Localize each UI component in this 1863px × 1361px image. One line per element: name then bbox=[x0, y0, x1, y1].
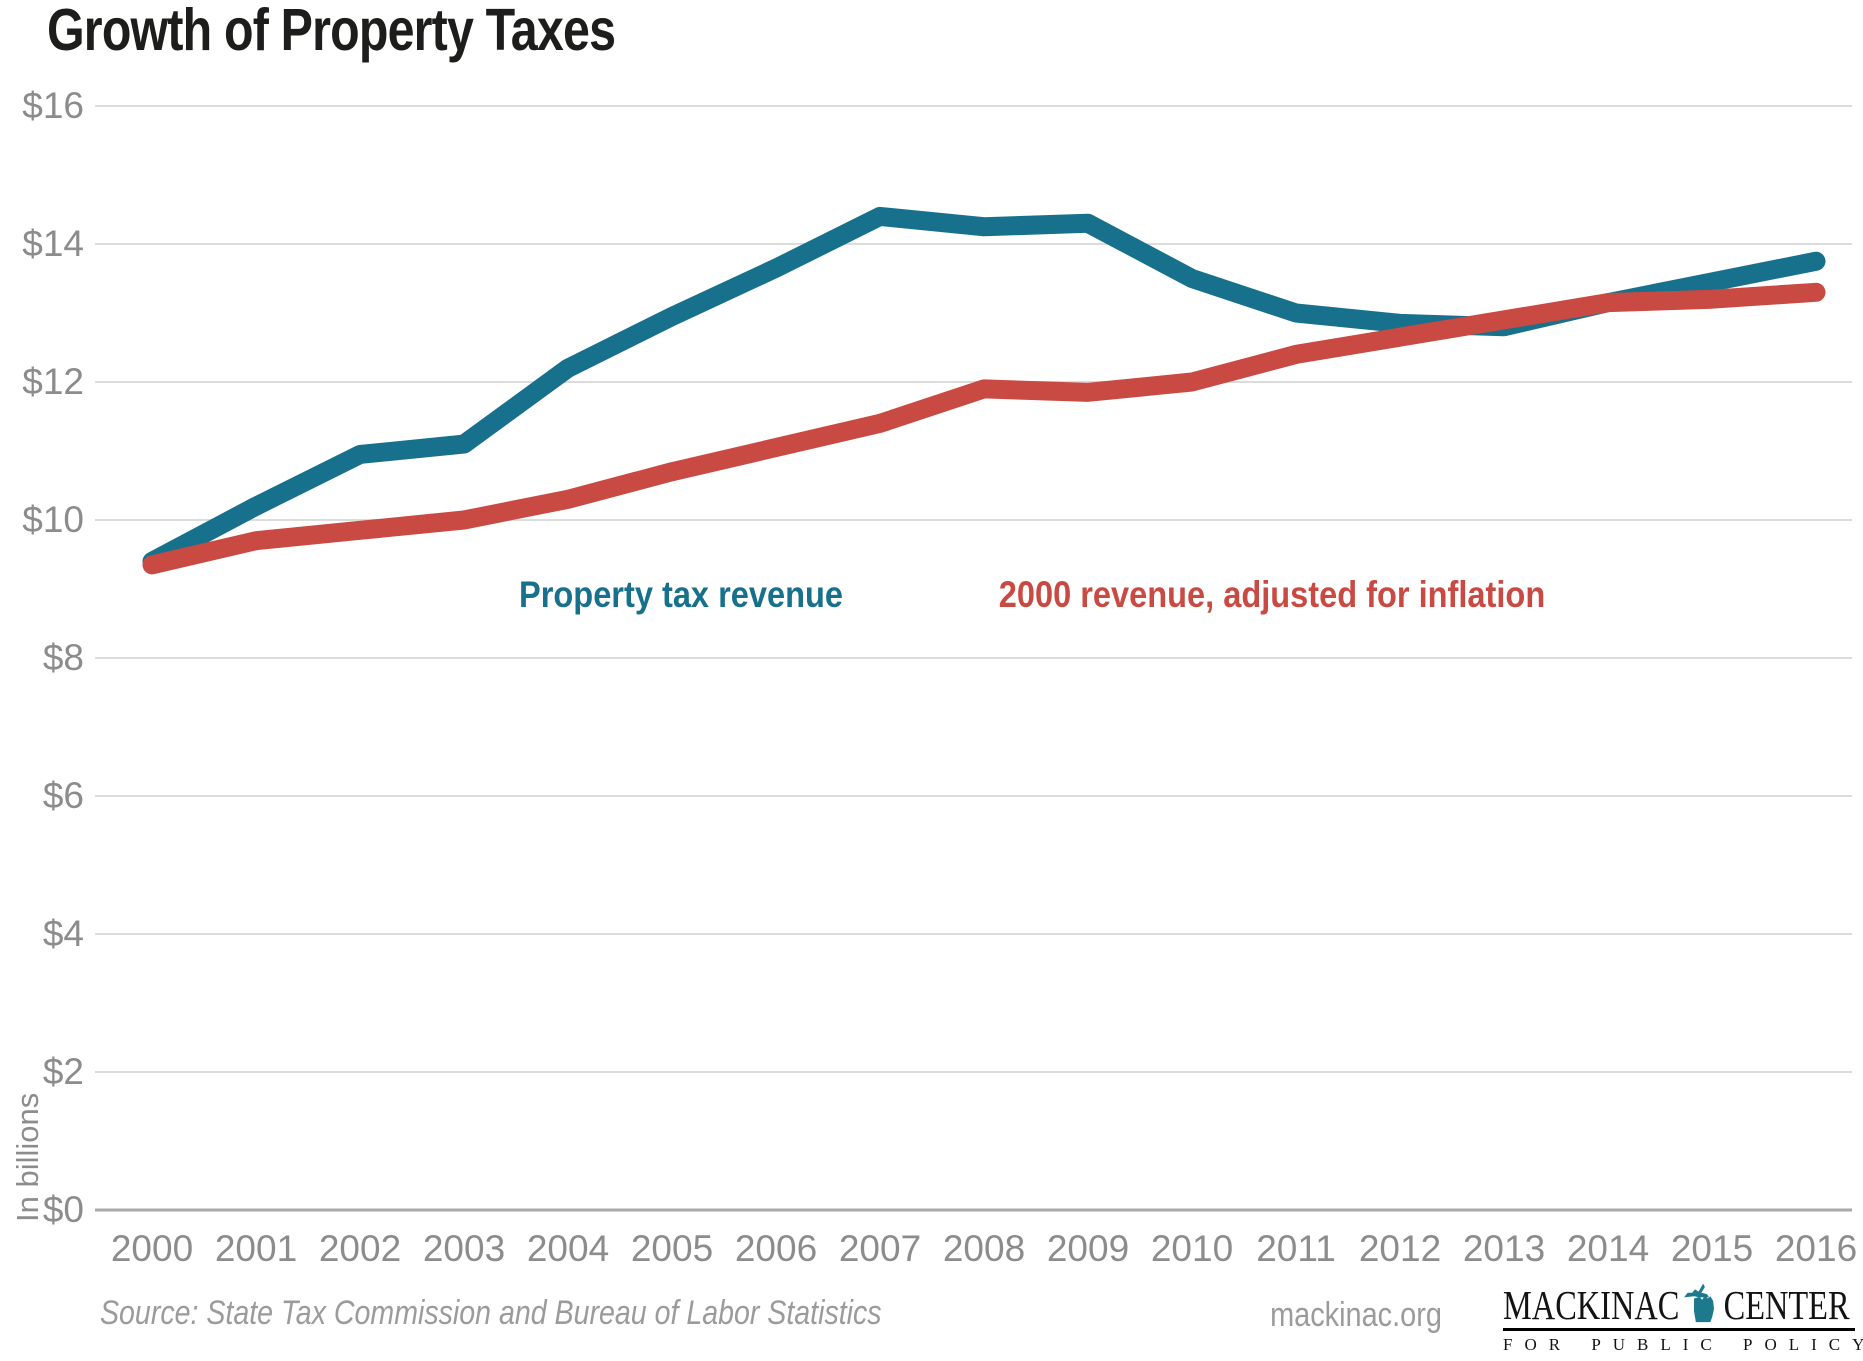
x-axis-tick-label: 2006 bbox=[734, 1228, 818, 1269]
x-axis-tick-label: 2005 bbox=[630, 1228, 714, 1269]
y-axis-title: In billions bbox=[10, 1092, 45, 1222]
x-axis-tick-label: 2015 bbox=[1670, 1228, 1754, 1269]
x-axis-tick-label: 2007 bbox=[838, 1228, 922, 1269]
y-axis-tick-label: $2 bbox=[42, 1051, 84, 1092]
x-axis-tick-label: 2016 bbox=[1774, 1228, 1858, 1269]
legend-inflation-adjusted: 2000 revenue, adjusted for inflation bbox=[998, 574, 1546, 615]
x-axis-tick-label: 2004 bbox=[526, 1228, 610, 1269]
x-axis-tick-label: 2001 bbox=[214, 1228, 298, 1269]
source-note: Source: State Tax Commission and Bureau … bbox=[100, 1294, 882, 1332]
x-axis-tick-label: 2008 bbox=[942, 1228, 1026, 1269]
logo-tagline: FOR PUBLIC POLICY bbox=[1503, 1335, 1863, 1354]
y-axis-tick-label: $16 bbox=[22, 85, 84, 126]
x-axis-tick-label: 2014 bbox=[1566, 1228, 1650, 1269]
y-axis-tick-label: $14 bbox=[22, 223, 84, 264]
mackinac-center-logo: MACKINAC CENTER FOR PUBLIC POLICY bbox=[1503, 1282, 1863, 1355]
y-axis-tick-label: $8 bbox=[42, 637, 84, 678]
y-axis: $0 $2 $4 $6 $8 $10 $12 $14 $16 bbox=[0, 0, 84, 1361]
y-axis-tick-label: $4 bbox=[42, 913, 84, 954]
x-axis-tick-label: 2013 bbox=[1462, 1228, 1546, 1269]
y-axis-tick-label: $6 bbox=[42, 775, 84, 816]
inflation-adjusted-2000-revenue-line bbox=[142, 282, 1826, 575]
website-url: mackinac.org bbox=[1270, 1296, 1442, 1334]
chart-title: Growth of Property Taxes bbox=[47, 0, 616, 63]
y-axis-tick-label: $12 bbox=[22, 361, 84, 402]
x-axis-tick-label: 2010 bbox=[1150, 1228, 1234, 1269]
x-axis-tick-label: 2003 bbox=[422, 1228, 506, 1269]
y-axis-tick-label: $10 bbox=[22, 499, 84, 540]
legend-property-tax-revenue: Property tax revenue bbox=[519, 574, 843, 615]
x-axis-tick-label: 2009 bbox=[1046, 1228, 1130, 1269]
x-axis-tick-label: 2012 bbox=[1358, 1228, 1442, 1269]
michigan-state-icon bbox=[1684, 1283, 1715, 1323]
x-axis-tick-label: 2011 bbox=[1256, 1228, 1336, 1269]
logo-word-center: CENTER bbox=[1723, 1282, 1850, 1328]
x-axis-tick-label: 2000 bbox=[110, 1228, 194, 1269]
logo-word-mackinac: MACKINAC bbox=[1503, 1282, 1680, 1328]
x-axis-tick-label: 2002 bbox=[318, 1228, 402, 1269]
logo-wordmark: MACKINAC CENTER bbox=[1503, 1282, 1850, 1328]
logo-divider bbox=[1503, 1328, 1855, 1331]
y-axis-tick-label: $0 bbox=[42, 1189, 84, 1230]
